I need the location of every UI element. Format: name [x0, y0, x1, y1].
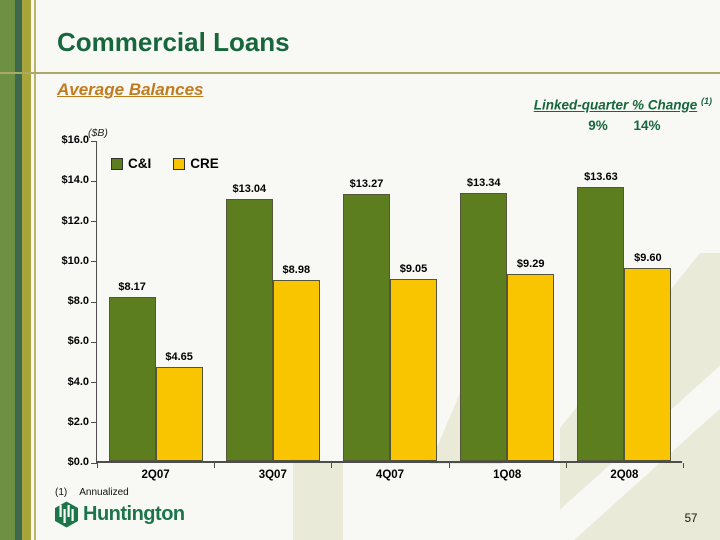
huntington-logo: Huntington	[54, 501, 185, 528]
y-axis-tick-label: $10.0	[61, 254, 89, 267]
bar-value-label: $13.63	[584, 170, 618, 183]
bar-value-label: $13.04	[232, 182, 267, 195]
cre-legend-swatch	[173, 157, 186, 170]
bar-value-label: $9.60	[634, 251, 662, 264]
y-axis-tick-label: $0.0	[67, 456, 89, 468]
linked-quarter-value-cre: 14%	[633, 118, 661, 133]
linked-quarter-value-ci: 9%	[588, 118, 608, 133]
chart-unit-label: ($B)	[88, 127, 108, 139]
y-axis-tick-label: $2.0	[67, 415, 89, 428]
y-axis-tick	[91, 462, 97, 464]
huntington-hexagon-icon	[55, 501, 78, 528]
footnote: (1) Annualized	[55, 487, 129, 498]
x-axis-category-label: 1Q08	[493, 469, 522, 481]
bar-cre-1q08	[507, 274, 555, 461]
y-axis-tick	[91, 422, 97, 424]
y-axis-tick-label: $16.0	[61, 134, 89, 146]
y-axis-tick-label: $4.0	[67, 375, 89, 388]
bar-ci-4q07	[343, 193, 390, 461]
sidebar-stripe-darkgreen	[15, 0, 22, 540]
x-axis-tick	[97, 463, 98, 468]
y-axis-tick	[91, 341, 97, 343]
y-axis-tick-label: $6.0	[67, 335, 89, 348]
bar-cre-4q07	[390, 278, 437, 461]
legend-item-cre: CRE	[173, 156, 219, 171]
x-axis-category-label: 2Q07	[141, 469, 170, 481]
x-axis-tick	[448, 463, 450, 468]
bar-cre-3q07	[272, 280, 320, 461]
bar-value-label: $8.17	[118, 280, 146, 293]
y-axis-tick	[91, 140, 97, 142]
cre-legend-label: CRE	[190, 156, 219, 171]
x-axis-tick	[214, 463, 216, 468]
bar-value-label: $9.29	[516, 258, 545, 271]
page-title: Commercial Loans	[57, 27, 290, 57]
x-axis-category-label: 3Q07	[258, 469, 287, 481]
y-axis-tick	[91, 221, 97, 222]
bar-ci-3q07	[225, 198, 273, 461]
y-axis-tick	[91, 180, 97, 182]
bar-chart: C&I CRE $0.0 $2.0 $4.0 $6.0 $8.0 $10.0 $12.0 $1…	[61, 134, 684, 481]
footnote-text: Annualized	[79, 487, 129, 498]
legend-item-ci: C&I	[111, 156, 151, 171]
bar-cre-2q08	[624, 267, 672, 461]
bar-ci-2q08	[577, 186, 625, 461]
x-axis-category-label: 2Q08	[610, 469, 639, 481]
y-axis-tick-label: $12.0	[61, 214, 89, 227]
x-axis-category-label: 4Q07	[375, 469, 405, 481]
x-axis-tick	[683, 463, 684, 468]
chart-legend: C&I CRE	[111, 156, 219, 171]
y-axis-tick	[91, 261, 97, 263]
page-number: 57	[684, 513, 698, 525]
linked-quarter-heading: Linked-quarter % Change (1)	[420, 96, 712, 113]
linked-quarter-label: Linked-quarter % Change	[533, 97, 698, 113]
x-axis-tick	[565, 463, 567, 468]
x-axis-tick	[331, 463, 333, 468]
sidebar-stripe-gold	[22, 0, 31, 540]
footnote-number: (1)	[55, 487, 68, 498]
bar-value-label: $9.05	[399, 262, 428, 275]
bar-ci-2q07	[108, 296, 156, 461]
bar-cre-2q07	[155, 367, 203, 461]
y-axis-tick-label: $14.0	[61, 174, 89, 187]
huntington-logo-text: Huntington	[83, 503, 185, 525]
ci-legend-label: C&I	[128, 156, 152, 171]
bar-value-label: $4.65	[165, 351, 193, 364]
bar-ci-1q08	[460, 192, 508, 461]
y-axis-tick	[91, 301, 97, 303]
y-axis-tick-label: $8.0	[67, 295, 89, 307]
linked-quarter-superscript: (1)	[701, 96, 712, 106]
sidebar-stripe-thin	[34, 0, 36, 540]
title-divider	[0, 72, 720, 74]
chart-subtitle: Average Balances	[57, 80, 204, 99]
ci-legend-swatch	[111, 157, 123, 170]
bar-value-label: $13.27	[349, 177, 384, 190]
y-axis-tick	[91, 382, 97, 383]
sidebar-stripe-green	[0, 0, 15, 540]
bar-value-label: $13.34	[466, 176, 501, 189]
bar-value-label: $8.98	[282, 264, 311, 277]
